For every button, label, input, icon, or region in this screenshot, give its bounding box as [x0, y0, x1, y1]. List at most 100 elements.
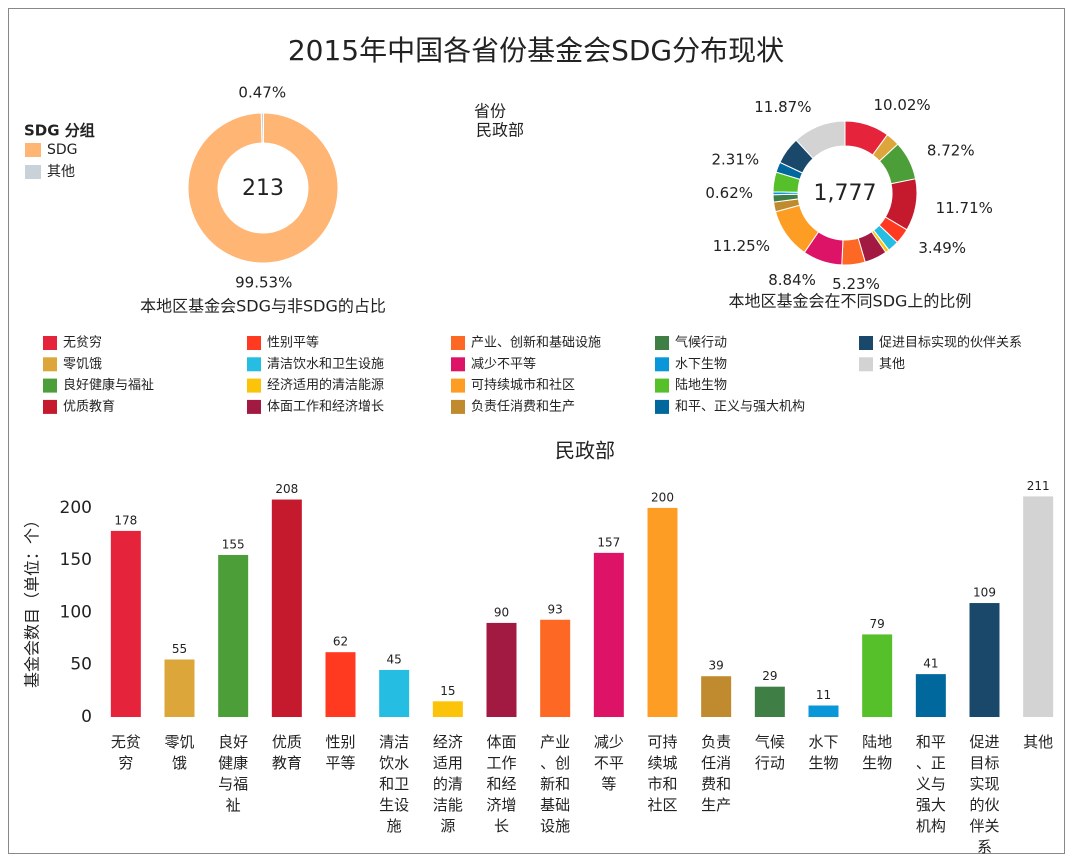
dashboard-title: 2015年中国各省份基金会SDG分布现状	[288, 34, 784, 67]
legend-label: 无贫穷	[63, 335, 102, 351]
legend-swatch	[247, 378, 261, 393]
data-label: 208	[275, 482, 298, 496]
legend-label: 产业、创新和基础设施	[471, 335, 601, 351]
legend-label: 可持续城市和社区	[471, 377, 575, 393]
x-tick-label: 经济适用的清洁能源	[433, 733, 463, 835]
legend-swatch	[25, 143, 41, 157]
bar	[486, 622, 517, 717]
bar	[808, 705, 839, 717]
legend-swatch	[451, 336, 465, 350]
x-tick-label: 体面工作和经济增长	[486, 733, 516, 835]
data-label: 109	[973, 586, 996, 600]
donut-segment	[260, 112, 265, 144]
data-label: 11.87%	[754, 98, 811, 116]
data-label: 157	[597, 535, 620, 549]
data-label: 79	[870, 617, 885, 631]
data-label: 2.31%	[711, 150, 759, 168]
legend-swatch	[247, 357, 261, 372]
x-tick-label: 水下生物	[808, 733, 838, 772]
data-label: 0.62%	[705, 184, 753, 202]
x-tick-label: 气候行动	[755, 733, 785, 772]
data-label: 55	[172, 642, 187, 656]
legend-swatch	[655, 378, 669, 393]
legend-swatch	[655, 399, 669, 414]
bar	[862, 634, 893, 717]
bar	[379, 669, 410, 717]
x-tick-label: 其他	[1023, 733, 1053, 751]
legend-swatch	[655, 357, 669, 372]
data-label: 90	[494, 605, 509, 619]
bar	[915, 674, 946, 717]
x-tick-label: 促进目标实现的伙伴关系	[969, 733, 999, 856]
legend-swatch	[43, 357, 57, 372]
chart-caption: 本地区基金会在不同SDG上的比例	[729, 292, 972, 311]
legend-swatch	[451, 357, 465, 372]
data-label: 15	[440, 684, 455, 698]
legend-label: 性别平等	[267, 335, 319, 351]
bar	[110, 530, 141, 717]
x-tick-label: 负责任消费和生产	[701, 733, 731, 814]
legend-label: SDG	[47, 142, 78, 158]
legend-swatch	[247, 336, 261, 350]
x-tick-label: 无贫穷	[111, 733, 141, 772]
x-tick-label: 可持续城市和社区	[647, 733, 677, 814]
data-label: 62	[333, 635, 348, 649]
data-label: 3.49%	[918, 239, 966, 257]
x-tick-label: 和平、正义与强大机构	[916, 733, 946, 835]
chart-title: 民政部	[555, 439, 615, 463]
frame	[8, 8, 1065, 854]
legend-label: 清洁饮水和卫生设施	[267, 357, 384, 372]
legend-swatch	[43, 399, 57, 414]
y-tick-label: 0	[81, 707, 92, 727]
legend-swatch	[43, 378, 57, 393]
data-label: 211	[1027, 479, 1050, 493]
bar	[164, 659, 195, 717]
data-label: 41	[923, 657, 938, 671]
bar	[325, 652, 356, 717]
x-tick-label: 清洁饮水和卫生设施	[379, 733, 409, 835]
legend-swatch	[859, 357, 873, 372]
bar	[593, 552, 624, 717]
bar	[647, 507, 678, 717]
bar	[969, 603, 1000, 717]
y-tick-label: 150	[60, 550, 92, 570]
legend-label: 经济适用的清洁能源	[267, 377, 384, 393]
legend-label: 其他	[879, 357, 905, 372]
data-label: 5.23%	[832, 275, 880, 293]
legend-label: 零饥饿	[63, 357, 102, 372]
data-label: 200	[651, 490, 674, 504]
legend-swatch	[25, 165, 41, 179]
x-tick-label: 良好健康与福祉	[218, 733, 248, 814]
data-label: 29	[762, 669, 777, 683]
legend-label: 气候行动	[675, 335, 727, 351]
donut-segment	[795, 120, 846, 160]
legend-label: 水下生物	[675, 357, 727, 372]
legend-label: 负责任消费和生产	[471, 399, 575, 414]
data-label: 45	[387, 652, 402, 666]
legend-swatch	[859, 336, 873, 350]
chart-caption: 本地区基金会SDG与非SDG的占比	[140, 297, 386, 316]
x-tick-label: 陆地生物	[862, 733, 892, 772]
data-label: 11.71%	[936, 199, 993, 217]
legend-label: 和平、正义与强大机构	[675, 399, 805, 414]
filter-value: 民政部	[476, 121, 524, 140]
legend-swatch	[451, 378, 465, 393]
legend-title: SDG 分组	[24, 122, 95, 140]
data-label: 0.47%	[238, 84, 286, 102]
bar	[432, 701, 463, 717]
data-label: 11.25%	[713, 237, 770, 255]
x-tick-label: 性别平等	[325, 733, 355, 772]
legend-label: 良好健康与福祉	[63, 377, 154, 393]
data-label: 93	[548, 602, 563, 616]
data-label: 178	[114, 513, 137, 527]
y-tick-label: 50	[70, 655, 92, 675]
bar	[701, 676, 732, 717]
donut-hole	[219, 144, 307, 232]
x-tick-label: 零饥饿	[164, 733, 194, 772]
legend-label: 体面工作和经济增长	[267, 399, 384, 414]
legend-swatch	[451, 399, 465, 414]
donut-segment	[187, 112, 339, 264]
filter-label: 省份	[474, 102, 506, 121]
y-tick-label: 200	[60, 498, 92, 518]
